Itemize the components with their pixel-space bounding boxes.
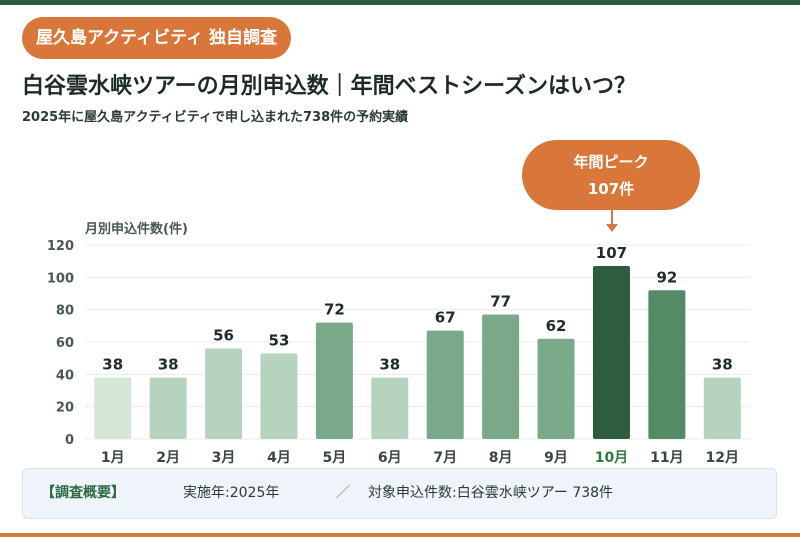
summary-year: 実施年:2025年 (183, 485, 280, 501)
data-label: 92 (656, 268, 677, 286)
data-label: 56 (213, 326, 234, 344)
bar (149, 377, 187, 439)
bar (703, 377, 741, 439)
data-label: 38 (379, 356, 400, 374)
bar (537, 338, 575, 439)
peak-callout-label: 年間ピーク (573, 153, 649, 171)
page-title: 白谷雲水峡ツアーの月別申込数｜年間ベストシーズンはいつ？ (22, 74, 637, 99)
down-arrow-icon (606, 210, 618, 232)
x-tick-label: 8月 (489, 450, 513, 466)
summary-separator: ／ (336, 485, 350, 501)
y-tick-label: 120 (47, 239, 74, 254)
y-tick-label: 80 (56, 304, 74, 319)
y-tick-label: 100 (47, 271, 74, 286)
peak-callout: 年間ピーク 107件 (522, 140, 700, 210)
x-tick-label: 9月 (544, 450, 568, 466)
data-label: 38 (712, 356, 733, 374)
bar (482, 314, 520, 439)
x-tick-label: 1月 (101, 450, 125, 466)
x-tick-label: 10月 (595, 450, 628, 466)
bar (592, 266, 630, 439)
data-label: 107 (596, 244, 627, 262)
page-subtitle: 2025年に屋久島アクティビティで申し込まれた738件の予約実績 (22, 110, 409, 125)
data-label: 72 (324, 301, 345, 319)
bottom-accent-bar (0, 533, 800, 537)
bar (371, 377, 409, 439)
bar (205, 348, 243, 439)
y-tick-label: 60 (56, 336, 74, 351)
y-axis-title: 月別申込件数(件) (84, 221, 188, 237)
survey-summary: 【調査概要】 実施年:2025年 ／ 対象申込件数:白谷雲水峡ツアー 738件 (22, 468, 777, 519)
peak-callout-value: 107件 (587, 180, 635, 198)
y-tick-label: 0 (65, 433, 74, 448)
bar (426, 330, 464, 439)
x-tick-label: 5月 (323, 450, 347, 466)
data-label: 62 (546, 317, 567, 335)
bar (260, 353, 298, 439)
y-tick-label: 40 (56, 368, 74, 383)
bar (648, 290, 686, 439)
x-tick-label: 2月 (156, 450, 180, 466)
x-tick-label: 12月 (706, 450, 739, 466)
summary-count: 対象申込件数:白谷雲水峡ツアー 738件 (368, 485, 614, 501)
data-label: 77 (490, 293, 511, 311)
summary-label: 【調査概要】 (41, 485, 125, 501)
x-tick-label: 6月 (378, 450, 402, 466)
x-tick-label: 11月 (650, 450, 683, 466)
y-tick-label: 20 (56, 401, 74, 416)
x-tick-label: 7月 (433, 450, 457, 466)
top-accent-bar (0, 0, 800, 5)
data-label: 38 (158, 356, 179, 374)
data-label: 38 (102, 356, 123, 374)
x-tick-label: 3月 (212, 450, 236, 466)
bar (315, 322, 353, 439)
x-tick-label: 4月 (267, 450, 291, 466)
survey-badge: 屋久島アクティビティ 独自調査 (22, 17, 292, 59)
data-label: 67 (435, 309, 456, 327)
data-label: 53 (269, 331, 290, 349)
bar (94, 377, 132, 439)
